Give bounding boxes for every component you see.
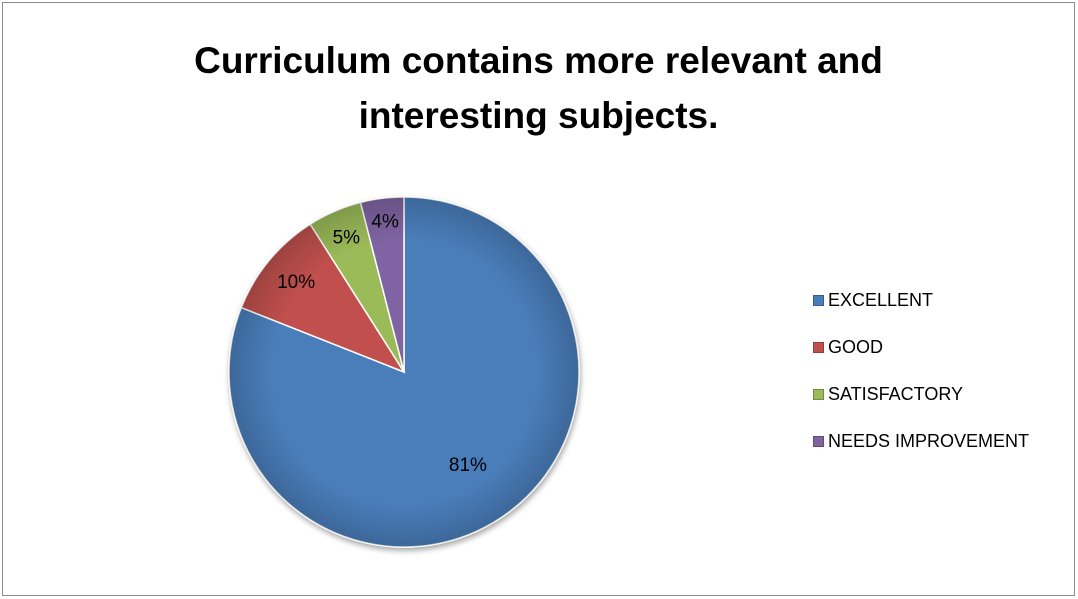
chart-title: Curriculum contains more relevant and in… bbox=[3, 33, 1074, 143]
chart-title-line-2: interesting subjects. bbox=[358, 95, 719, 136]
legend-label-needs-improvement: NEEDS IMPROVEMENT bbox=[828, 430, 1030, 451]
legend-label-satisfactory: SATISFACTORY bbox=[828, 383, 964, 404]
legend-swatch-satisfactory bbox=[813, 388, 824, 400]
legend-label-good: GOOD bbox=[828, 336, 884, 357]
legend-swatch-needs-improvement bbox=[813, 435, 824, 447]
legend: EXCELLENT GOOD SATISFACTORY NEEDS IMPROV… bbox=[813, 288, 1029, 476]
legend-swatch-excellent bbox=[813, 294, 824, 306]
pie-plot: 81% 10% 5% 4% bbox=[228, 196, 580, 548]
chart-title-line-1: Curriculum contains more relevant and bbox=[194, 40, 883, 81]
legend-item-satisfactory: SATISFACTORY bbox=[813, 382, 1029, 406]
legend-item-excellent: EXCELLENT bbox=[813, 288, 1029, 312]
legend-item-good: GOOD bbox=[813, 335, 1029, 359]
slice-label-good: 10% bbox=[277, 272, 315, 293]
slice-label-excellent: 81% bbox=[449, 455, 487, 476]
slice-label-needs-improvement: 4% bbox=[371, 212, 399, 233]
slice-label-satisfactory: 5% bbox=[333, 228, 361, 249]
pie-shading bbox=[229, 197, 579, 547]
legend-swatch-good bbox=[813, 341, 824, 353]
legend-item-needs-improvement: NEEDS IMPROVEMENT bbox=[813, 429, 1029, 453]
legend-label-excellent: EXCELLENT bbox=[828, 289, 934, 310]
